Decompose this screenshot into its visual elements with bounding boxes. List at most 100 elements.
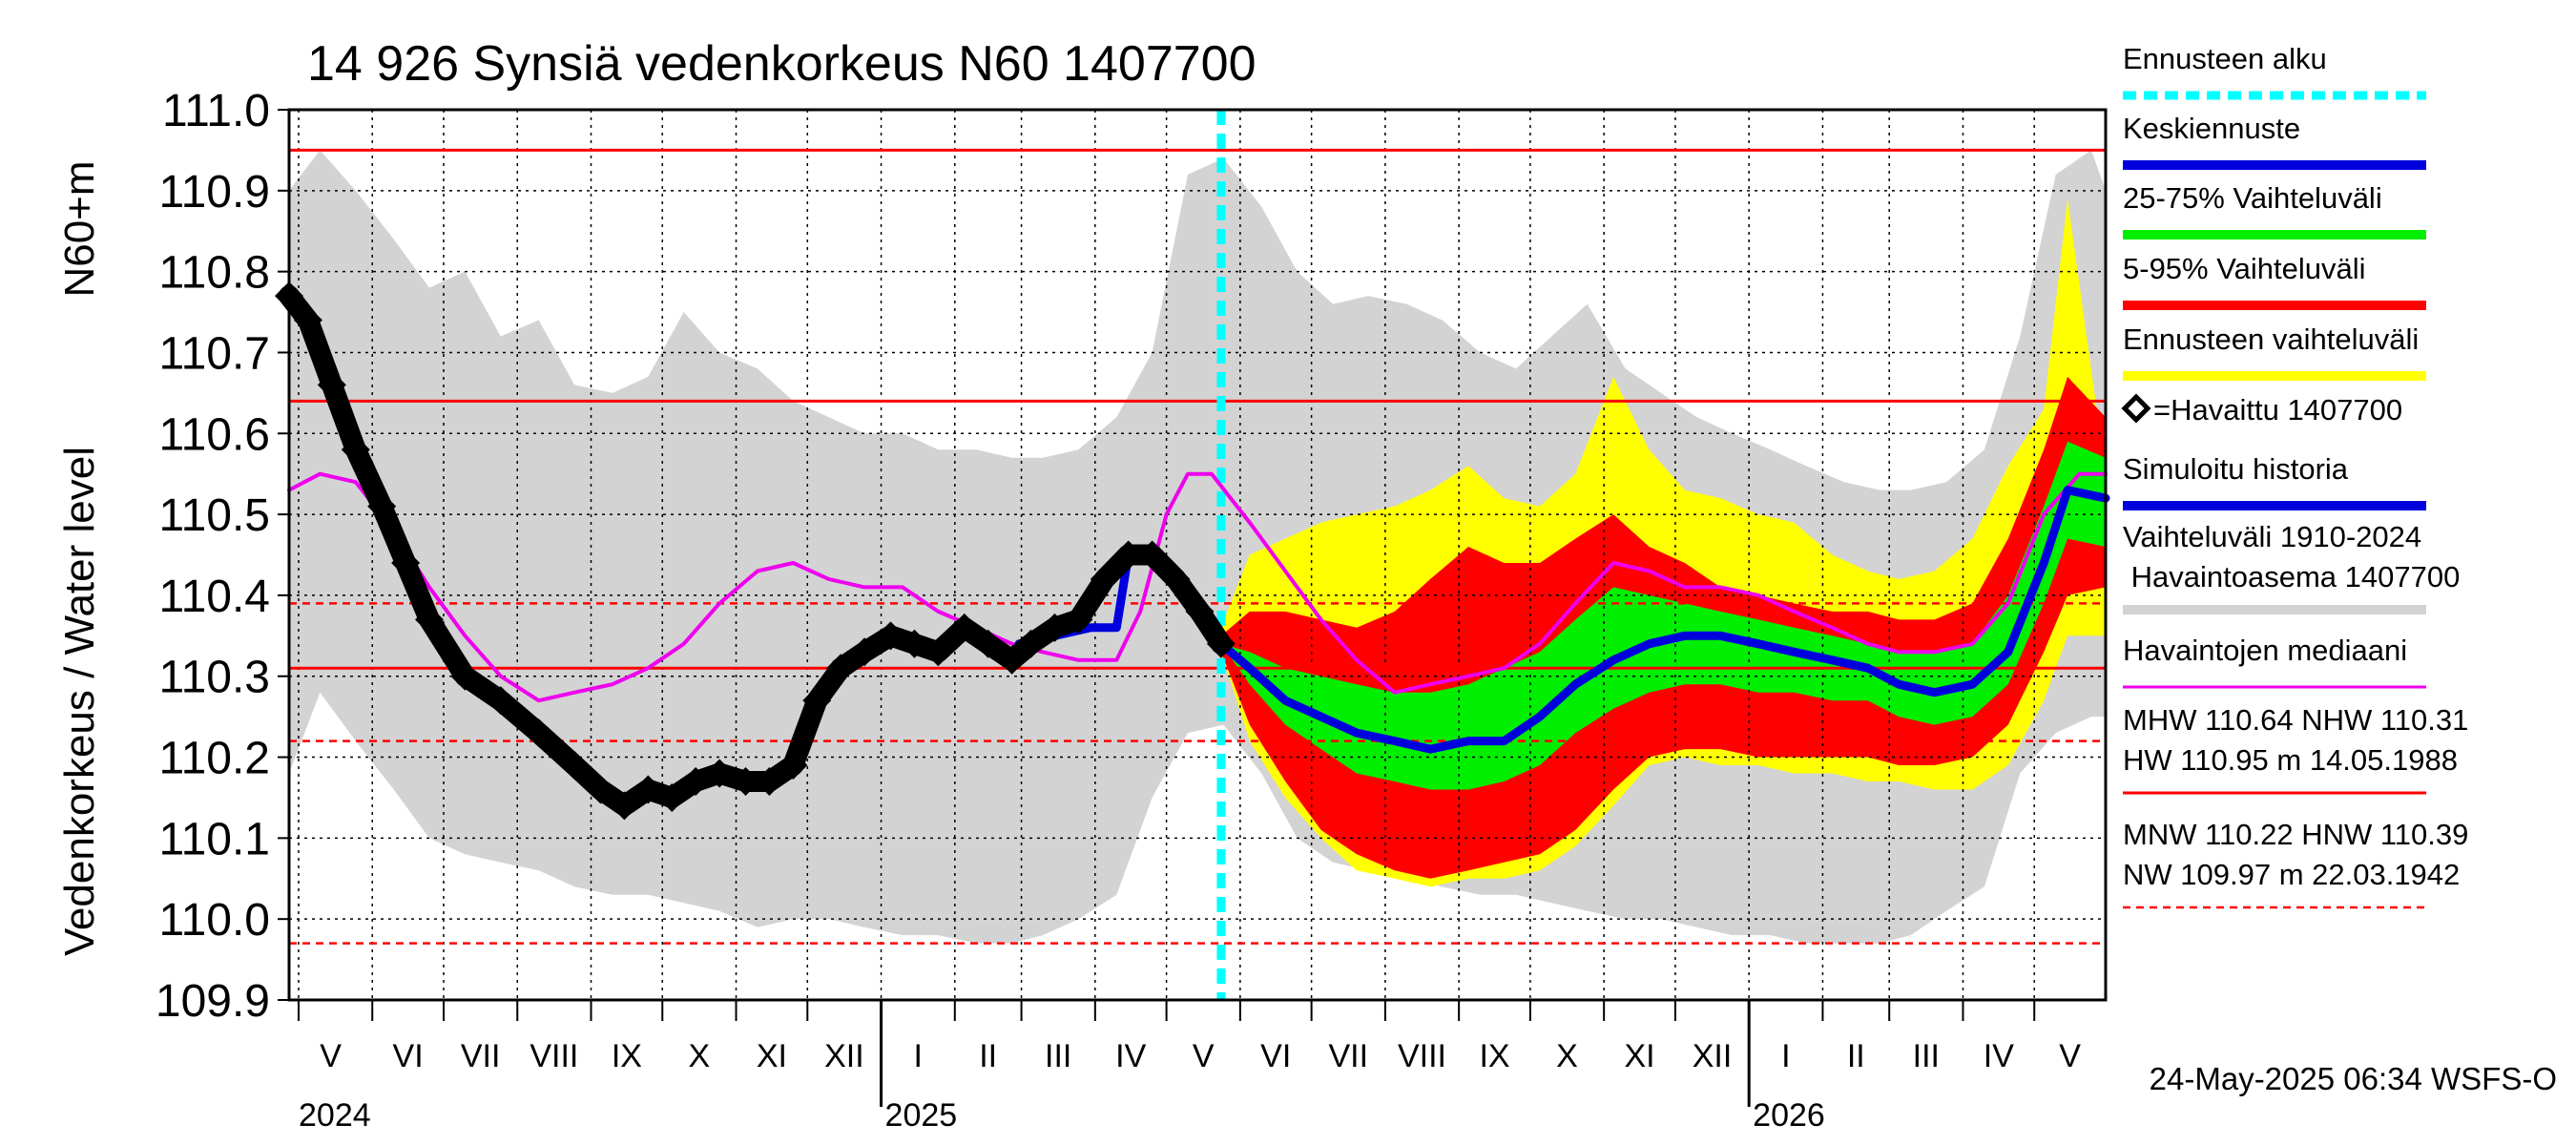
month-label: XII	[1693, 1038, 1733, 1074]
axis-layer: 109.9 110.0 110.1 110.2 110.3 110.4 110.5 110.6…	[156, 86, 2108, 1134]
legend-item-25-75-vaihteluv-li: 25-75% Vaihteluväli	[2123, 181, 2382, 215]
band-vaihteluv-li-1910-2024-havaintoasema-1407700	[289, 150, 2106, 944]
observed-point	[486, 686, 515, 716]
observed-point	[391, 548, 421, 577]
observed-point	[1113, 540, 1143, 570]
observed-point	[1040, 613, 1070, 642]
month-label: XI	[1624, 1038, 1654, 1074]
observed-point	[293, 305, 322, 335]
observed-point	[1206, 629, 1236, 658]
series-median-line	[287, 471, 2108, 703]
observed-point	[826, 654, 856, 683]
footer-timestamp: 24-May-2025 06:34 WSFS-O	[2150, 1061, 2557, 1096]
y-tick-label: 109.9	[156, 976, 270, 1027]
legend-item-keskiennuste: Keskiennuste	[2123, 112, 2300, 145]
observed-point	[1090, 564, 1119, 593]
y-tick-label: 110.4	[158, 572, 270, 622]
month-label: VI	[1260, 1038, 1291, 1074]
y-tick-label: 110.6	[158, 409, 270, 460]
y-tick-label: 110.8	[158, 248, 270, 299]
observed-point	[802, 686, 832, 716]
legend-item-vaihteluv-li-1910-2024-line2: Havaintoasema 1407700	[2123, 560, 2460, 593]
observed-point	[524, 718, 553, 748]
observed-point	[755, 766, 784, 796]
year-label: 2025	[885, 1097, 958, 1134]
y-axis-label: Vedenkorkeus / Water level	[56, 447, 103, 956]
observed-point	[450, 661, 480, 691]
observed-point	[681, 766, 711, 796]
legend-item-ennusteen-alku: Ennusteen alku	[2123, 42, 2327, 75]
observed-point	[341, 435, 370, 465]
month-label: II	[1847, 1038, 1865, 1074]
observed-point	[1064, 605, 1093, 635]
observed-point	[415, 605, 445, 635]
observed-point	[1161, 564, 1191, 593]
observed-point	[973, 629, 1003, 658]
month-label: X	[689, 1038, 711, 1074]
month-label: II	[979, 1038, 997, 1074]
series-layer	[275, 110, 2110, 1000]
legend-diamond-icon	[2121, 393, 2151, 424]
legend-item-mnw-110-22-hnw-110-39: MNW 110.22 HNW 110.39	[2123, 818, 2468, 851]
observed-point	[586, 775, 615, 804]
legend-item-mhw-110-64-nhw-110-31: MHW 110.64 NHW 110.31	[2123, 703, 2468, 737]
legend-item-vaihteluv-li-1910-2024: Vaihteluväli 1910-2024	[2123, 520, 2421, 553]
observed-point	[367, 491, 397, 521]
observed-point	[731, 766, 760, 796]
year-label: 2026	[1753, 1097, 1825, 1134]
y-tick-label: 111.0	[162, 86, 270, 136]
legend-item-havaintojen-mediaani: Havaintojen mediaani	[2123, 634, 2407, 667]
series-mean-forecast-line	[1216, 486, 2110, 754]
observed-point	[900, 629, 929, 658]
legend-item-mhw-110-64-nhw-110-31-line2: HW 110.95 m 14.05.1988	[2123, 743, 2458, 777]
legend: Ennusteen alku Keskiennuste 25-75% Vaihtel…	[2121, 42, 2468, 909]
month-label: VII	[1328, 1038, 1368, 1074]
month-label: XII	[824, 1038, 864, 1074]
month-label: III	[1913, 1038, 1940, 1074]
y-tick-label: 110.1	[158, 814, 270, 864]
year-label: 2024	[299, 1097, 371, 1134]
legend-item-havaittu-1407700: =Havaittu 1407700	[2153, 393, 2402, 427]
legend-item-mnw-110-22-hnw-110-39-line2: NW 109.97 m 22.03.1942	[2123, 858, 2460, 891]
observed-point	[634, 775, 663, 804]
observed-point	[876, 621, 905, 651]
observed-point	[1016, 629, 1046, 658]
observed-point	[1137, 540, 1167, 570]
observed-point	[949, 613, 979, 642]
observed-point	[657, 782, 687, 812]
month-label: IV	[1115, 1038, 1146, 1074]
y-axis-unit: N60+m	[56, 160, 103, 297]
band-25-75-vaihteluv-li	[1220, 441, 2106, 790]
month-label: V	[1193, 1038, 1215, 1074]
month-label: III	[1045, 1038, 1071, 1074]
observed-point	[779, 751, 808, 781]
y-tick-label: 110.7	[158, 328, 270, 379]
month-label: IX	[612, 1038, 642, 1074]
month-label: V	[2059, 1038, 2081, 1074]
observed-point	[560, 751, 590, 781]
observed-point	[850, 637, 880, 667]
y-tick-label: 110.9	[158, 167, 270, 218]
month-label: IV	[1984, 1038, 2014, 1074]
observed-point	[317, 370, 346, 400]
observed-point	[610, 791, 639, 821]
observed-point	[924, 637, 953, 667]
plot-frame	[287, 108, 2108, 1002]
chart-title: 14 926 Synsiä vedenkorkeus N60 1407700	[307, 36, 1257, 92]
month-label: I	[913, 1038, 922, 1074]
month-label: IX	[1479, 1038, 1509, 1074]
month-label: V	[320, 1038, 342, 1074]
y-tick-label: 110.5	[158, 490, 270, 541]
month-label: XI	[757, 1038, 787, 1074]
legend-item-5-95-vaihteluv-li: 5-95% Vaihteluväli	[2123, 252, 2365, 285]
month-label: VIII	[1398, 1038, 1446, 1074]
observed-point	[1185, 596, 1215, 626]
band-layer	[289, 150, 2106, 944]
y-tick-label: 110.2	[158, 734, 270, 784]
observed-point	[705, 759, 735, 788]
month-label: VI	[393, 1038, 424, 1074]
month-label: X	[1556, 1038, 1578, 1074]
month-label: VIII	[530, 1038, 578, 1074]
legend-item-simuloitu-historia: Simuloitu historia	[2123, 452, 2349, 486]
